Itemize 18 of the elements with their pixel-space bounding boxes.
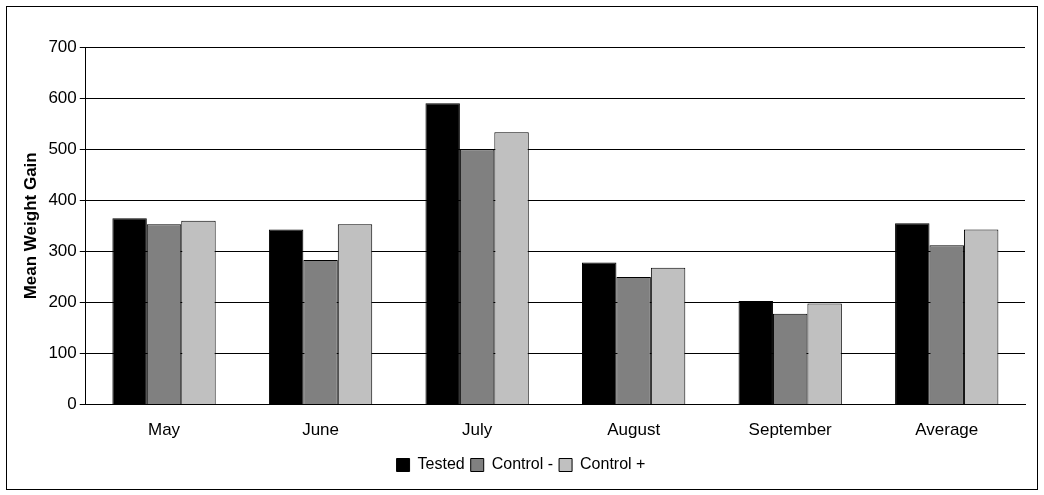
y-tick-label: 200: [48, 292, 77, 312]
y-axis-title: Mean Weight Gain: [20, 152, 40, 300]
x-tick-label: June: [302, 420, 340, 440]
x-tick-label: July: [462, 420, 493, 440]
x-tick-label: August: [607, 420, 661, 440]
x-tick-label: Average: [915, 420, 979, 440]
y-tick-label: 300: [48, 241, 77, 261]
y-tick-label: 400: [48, 189, 77, 209]
y-tick-label: 600: [48, 87, 77, 107]
legend-label: Control -: [491, 455, 554, 473]
legend-label: Tested: [417, 455, 465, 473]
legend-label: Control +: [580, 455, 646, 473]
x-tick-label: May: [147, 420, 181, 440]
y-tick-label: 700: [48, 36, 77, 56]
x-tick-label: September: [748, 420, 833, 440]
y-tick-label: 0: [67, 394, 77, 414]
y-tick-label: 100: [48, 343, 77, 363]
y-tick-label: 500: [48, 138, 77, 158]
